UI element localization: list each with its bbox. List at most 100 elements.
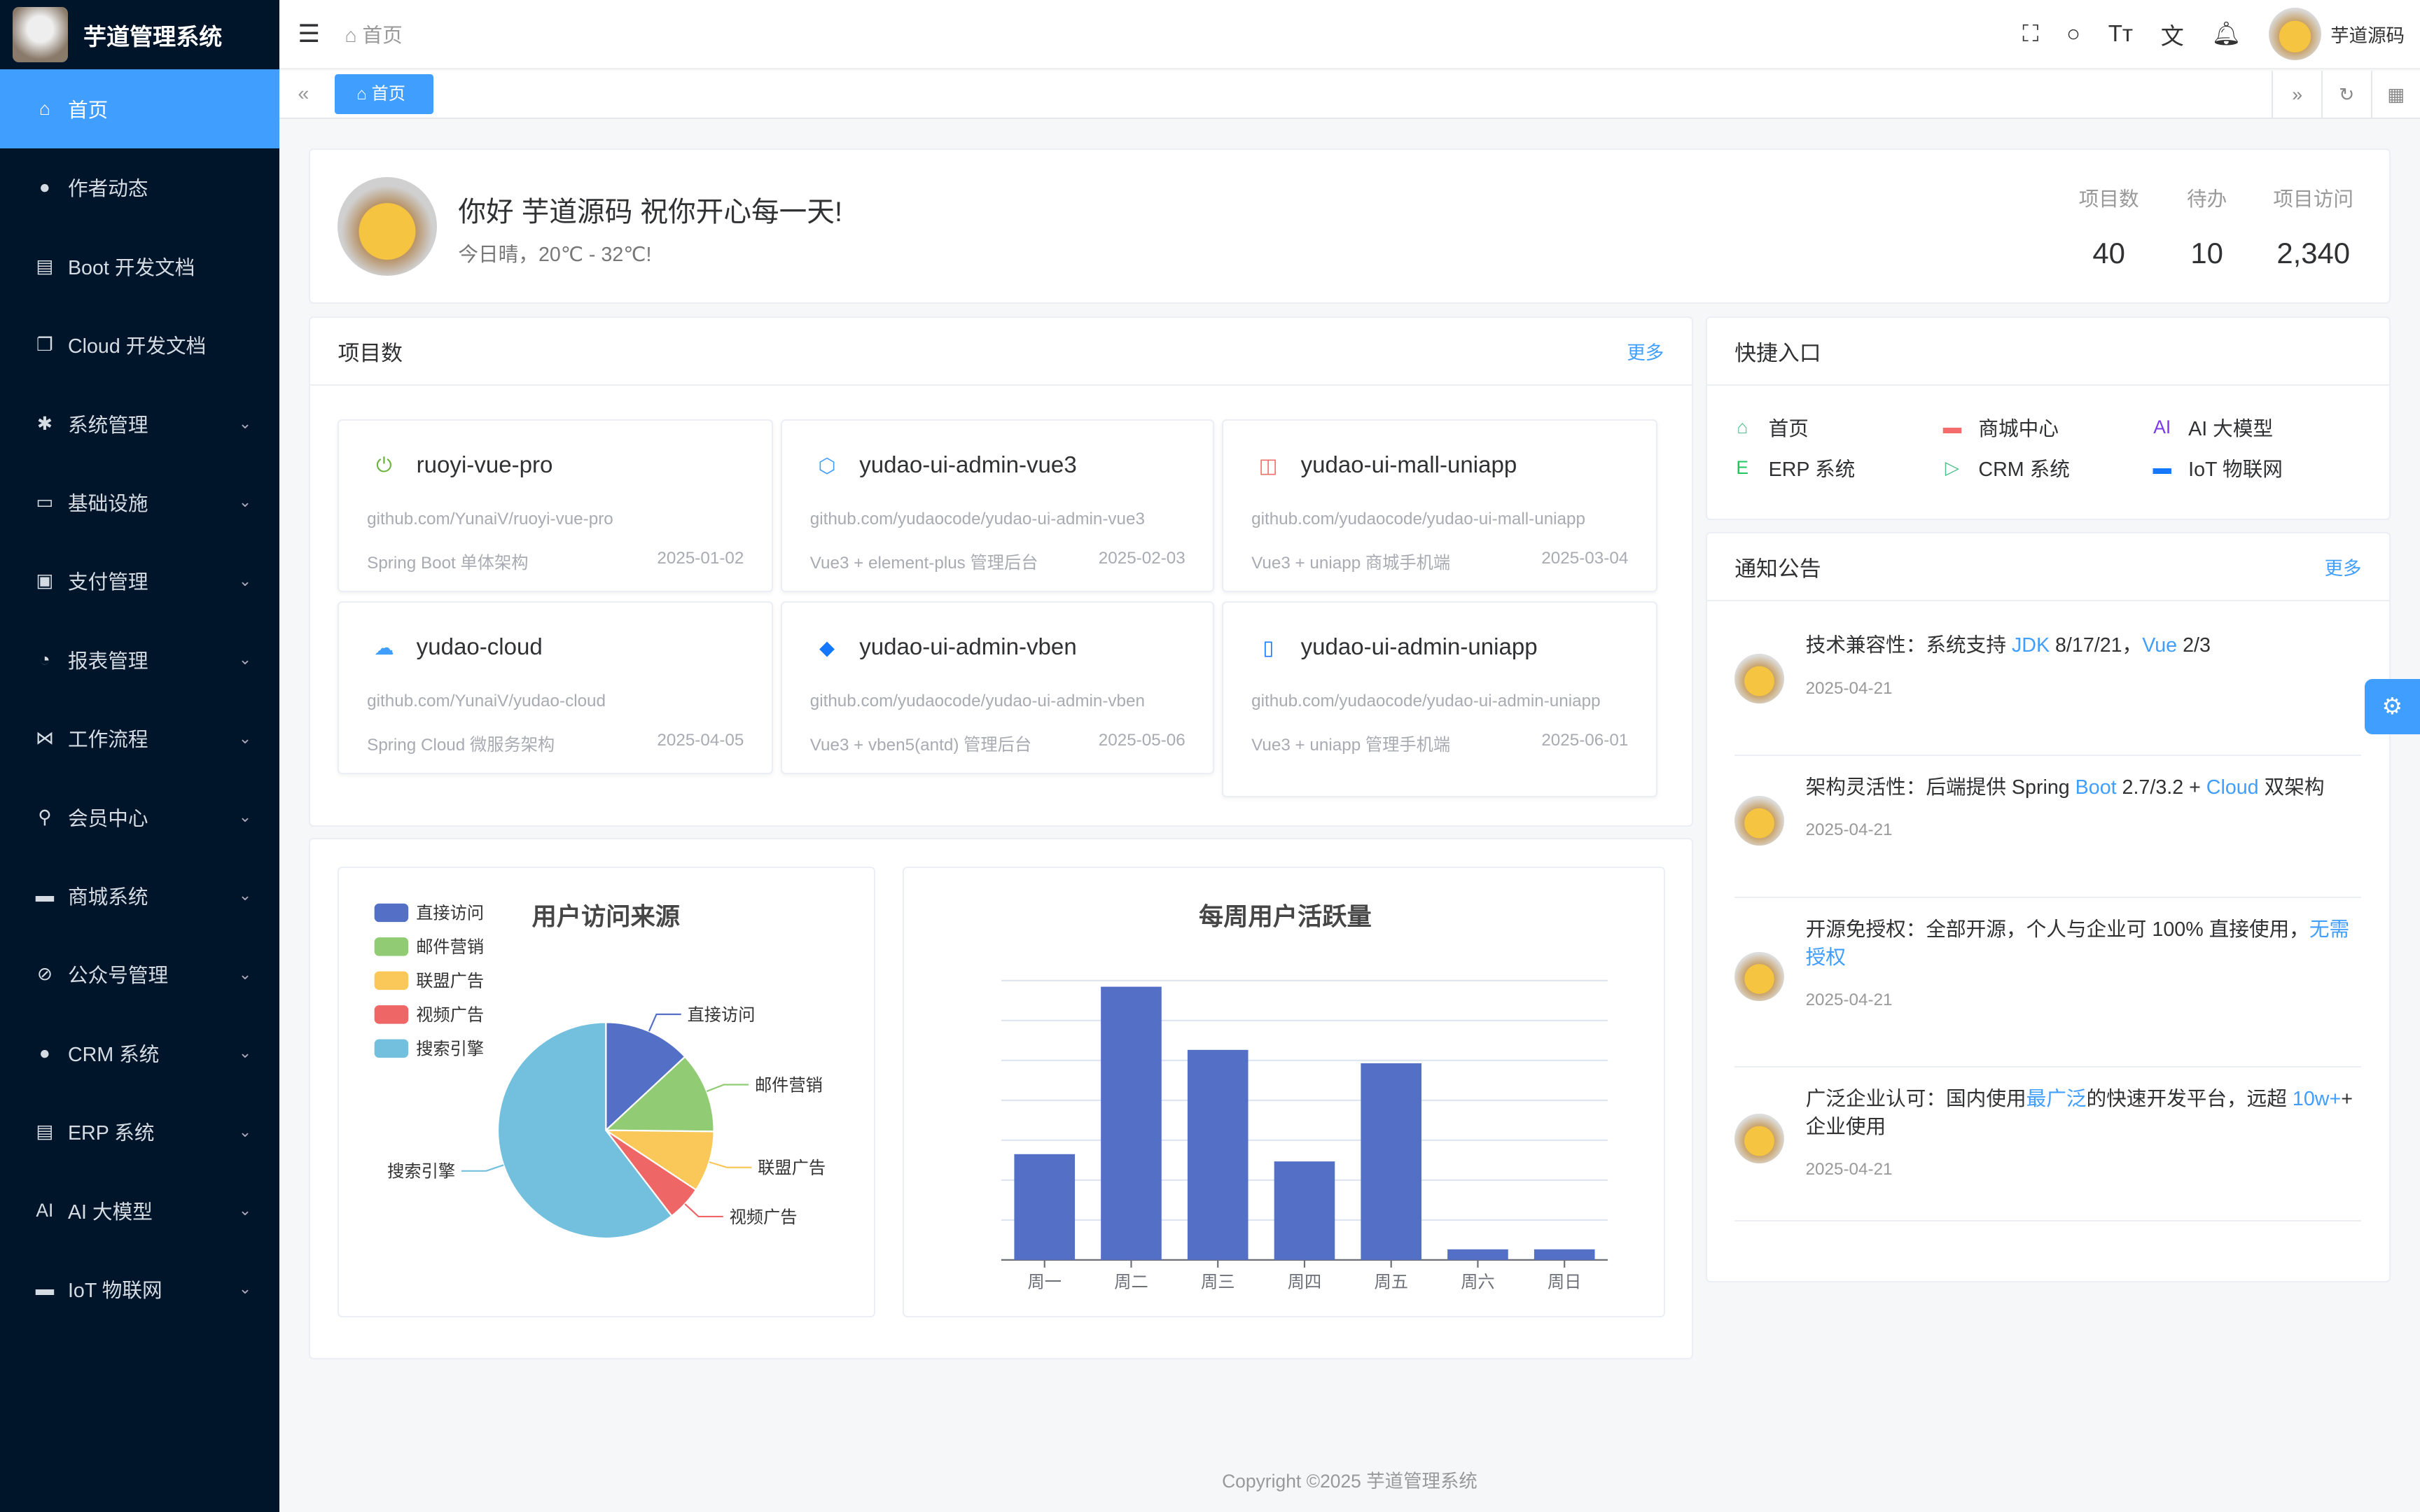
sidebar-item-4[interactable]: ✱ 系统管理 ⌄ [0,384,279,463]
quick-entry-3[interactable]: E ERP 系统 [1732,454,1855,482]
project-name[interactable]: yudao-ui-admin-uniapp [1300,634,1538,661]
sidebar-item-15[interactable]: ▬ IoT 物联网 ⌄ [0,1250,279,1328]
sidebar-item-label: CRM 系统 [67,1043,160,1066]
sidebar-item-1[interactable]: ● 作者动态 [0,148,279,227]
project-name[interactable]: yudao-ui-mall-uniapp [1300,452,1517,479]
slice-label: 搜索引擎 [388,1163,456,1182]
tab-home[interactable]: ⌂ 首页 [335,74,433,115]
chevron-down-icon: ⌄ [238,965,252,983]
label-line [461,1164,505,1172]
project-card[interactable]: ☁ yudao-cloud github.com/YunaiV/yudao-clo… [338,601,774,775]
scroll-left-icon[interactable]: « [298,83,310,106]
notice-item[interactable]: 技术兼容性：系统支持 JDK 8/17/21，Vue 2/3 2025-04-21 [1734,614,2362,756]
pie-slice [497,1021,674,1240]
breadcrumb[interactable]: ⌂ 首页 [345,24,403,48]
notice-link[interactable]: 无需授权 [1805,918,2350,969]
sidebar-item-6[interactable]: ▣ 支付管理 ⌄ [0,542,279,620]
font-size-icon[interactable]: Tт [2108,20,2134,47]
sidebar-item-10[interactable]: ▬ 商城系统 ⌄ [0,856,279,934]
notice-link[interactable]: 10w+ [2292,1088,2342,1111]
sidebar-item-8[interactable]: ⋈ 工作流程 ⌄ [0,699,279,777]
breadcrumb-home[interactable]: 首页 [362,24,403,48]
search-icon[interactable]: ○ [2066,20,2081,47]
sidebar-item-label: 支付管理 [67,571,148,594]
user-avatar-large [338,177,437,276]
notice-item[interactable]: 开源免授权：全部开源，个人与企业可 100% 直接使用，无需授权 2025-04-… [1734,898,2362,1068]
refresh-icon[interactable]: ↻ [2321,71,2371,119]
project-card[interactable]: ◆ yudao-ui-admin-vben github.com/yudaocod… [781,601,1215,775]
quick-entry-5[interactable]: ▬ IoT 物联网 [2151,454,2282,482]
pie-slice [604,1130,716,1191]
sidebar-item-2[interactable]: ▤ Boot 开发文档 [0,227,279,305]
project-card[interactable]: ◫ yudao-ui-mall-uniapp github.com/yudaoco… [1222,419,1657,593]
fullscreen-icon[interactable]: ⛶ [2022,20,2039,47]
project-card[interactable]: ⬡ yudao-ui-admin-vue3 github.com/yudaocod… [781,419,1215,593]
stat-value: 10 [2190,237,2223,270]
bell-icon[interactable]: 🔔︎ [2211,21,2241,48]
notice-link[interactable]: Cloud [2206,776,2259,799]
chevron-down-icon: ⌄ [238,886,252,904]
sidebar-item-5[interactable]: ▭ 基础设施 ⌄ [0,463,279,541]
sidebar-item-7[interactable]: ◔ 报表管理 ⌄ [0,620,279,699]
notice-text: 架构灵活性：后端提供 Spring Boot 2.7/3.2 + Cloud 双… [1806,774,2362,802]
top-header: ☰ ⌂ 首页 ⛶ ○ Tт 文 🔔︎ 芋道源码 [279,0,2420,70]
notice-link[interactable]: Vue [2142,634,2178,657]
bike-icon: ⚲ [38,806,52,827]
project-desc: Spring Cloud 微服务架构 [367,736,555,755]
notice-date: 2025-04-21 [1805,820,1893,840]
gear-icon: ✱ [36,412,53,434]
notice-item[interactable]: 广泛企业认可：国内使用最广泛的快速开发平台，远超 10w++ 企业使用 2025-… [1734,1068,2362,1222]
project-url: github.com/yudaocode/yudao-ui-mall-uniap… [1251,509,1585,528]
sidebar-item-3[interactable]: ❐ Cloud 开发文档 [0,305,279,384]
quick-entry-2[interactable]: AI AI 大模型 [2151,413,2273,442]
quick-entry-0[interactable]: ⌂ 首页 [1732,413,1809,442]
notice-link[interactable]: Boot [2075,776,2117,799]
sidebar-item-label: Boot 开发文档 [67,256,195,279]
translate-icon[interactable]: 文 [2160,23,2184,50]
sidebar-item-11[interactable]: ⊘ 公众号管理 ⌄ [0,935,279,1014]
sidebar-item-label: 作者动态 [67,178,148,201]
pie-icon: ◔ [39,648,50,670]
logo[interactable]: 芋道管理系统 [0,0,279,70]
x-tick-label: 周四 [1288,1273,1321,1292]
sidebar-item-14[interactable]: AI AI 大模型 ⌄ [0,1171,279,1250]
project-name[interactable]: yudao-ui-admin-vue3 [859,452,1077,479]
project-date: 2025-05-06 [1098,731,1185,750]
notice-card: 通知公告 更多 技术兼容性：系统支持 JDK 8/17/21，Vue 2/3 202… [1705,532,2391,1282]
grid-icon[interactable]: ▦ [2370,71,2420,119]
quick-entry-4[interactable]: ▷ CRM 系统 [1942,454,2070,482]
bar [1447,1250,1508,1261]
notice-link[interactable]: 最广泛 [2026,1088,2087,1111]
project-name[interactable]: yudao-cloud [416,634,543,661]
compass-icon: ⊘ [36,963,53,985]
notice-text: 开源免授权：全部开源，个人与企业可 100% 直接使用，无需授权 [1806,916,2362,972]
notice-text-part: 广泛企业认可：国内使用 [1805,1088,2026,1111]
project-name[interactable]: yudao-ui-admin-vben [859,634,1077,661]
project-date: 2025-01-02 [657,549,744,568]
stat-todo: 待办 10 [2187,183,2227,270]
sidebar-item-12[interactable]: ● CRM 系统 ⌄ [0,1014,279,1092]
more-link[interactable]: 更多 [2324,558,2362,580]
scroll-right-icon[interactable]: » [2272,71,2321,119]
project-name[interactable]: ruoyi-vue-pro [416,452,553,479]
sidebar-item-0[interactable]: ⌂ 首页 [0,69,279,148]
x-tick-label: 周三 [1201,1273,1235,1292]
project-card[interactable]: ⏻ ruoyi-vue-pro github.com/YunaiV/ruoyi-v… [338,419,774,593]
pie-chart-panel: 用户访问来源 直接访问 邮件营销 联盟广告 视频广告 搜索引擎 直接访问 邮件营销 联盟广告 视频… [338,867,875,1318]
car-icon: ▬ [35,1278,55,1299]
quick-entry-1[interactable]: ▬ 商城中心 [1942,413,2059,442]
hamburger-icon[interactable]: ☰ [298,20,320,48]
project-url: github.com/yudaocode/yudao-ui-admin-unia… [1251,691,1601,710]
notice-item[interactable]: 架构灵活性：后端提供 Spring Boot 2.7/3.2 + Cloud 双… [1734,756,2362,898]
user-menu[interactable]: 芋道源码 [2269,8,2405,61]
project-card[interactable]: ▯ yudao-ui-admin-uniapp github.com/yudaoc… [1222,601,1657,798]
sidebar-item-label: Cloud 开发文档 [67,335,207,358]
quick-entry-label: CRM 系统 [1978,458,2070,481]
sidebar-item-9[interactable]: ⚲ 会员中心 ⌄ [0,778,279,856]
chevron-down-icon: ⌄ [238,1122,252,1140]
settings-button[interactable]: ⚙ [2364,678,2420,735]
more-link[interactable]: 更多 [1627,342,1664,363]
greeting: 你好 芋道源码 祝你开心每一天! [458,196,842,227]
notice-link[interactable]: JDK [2011,634,2050,657]
sidebar-item-13[interactable]: ▤ ERP 系统 ⌄ [0,1092,279,1170]
